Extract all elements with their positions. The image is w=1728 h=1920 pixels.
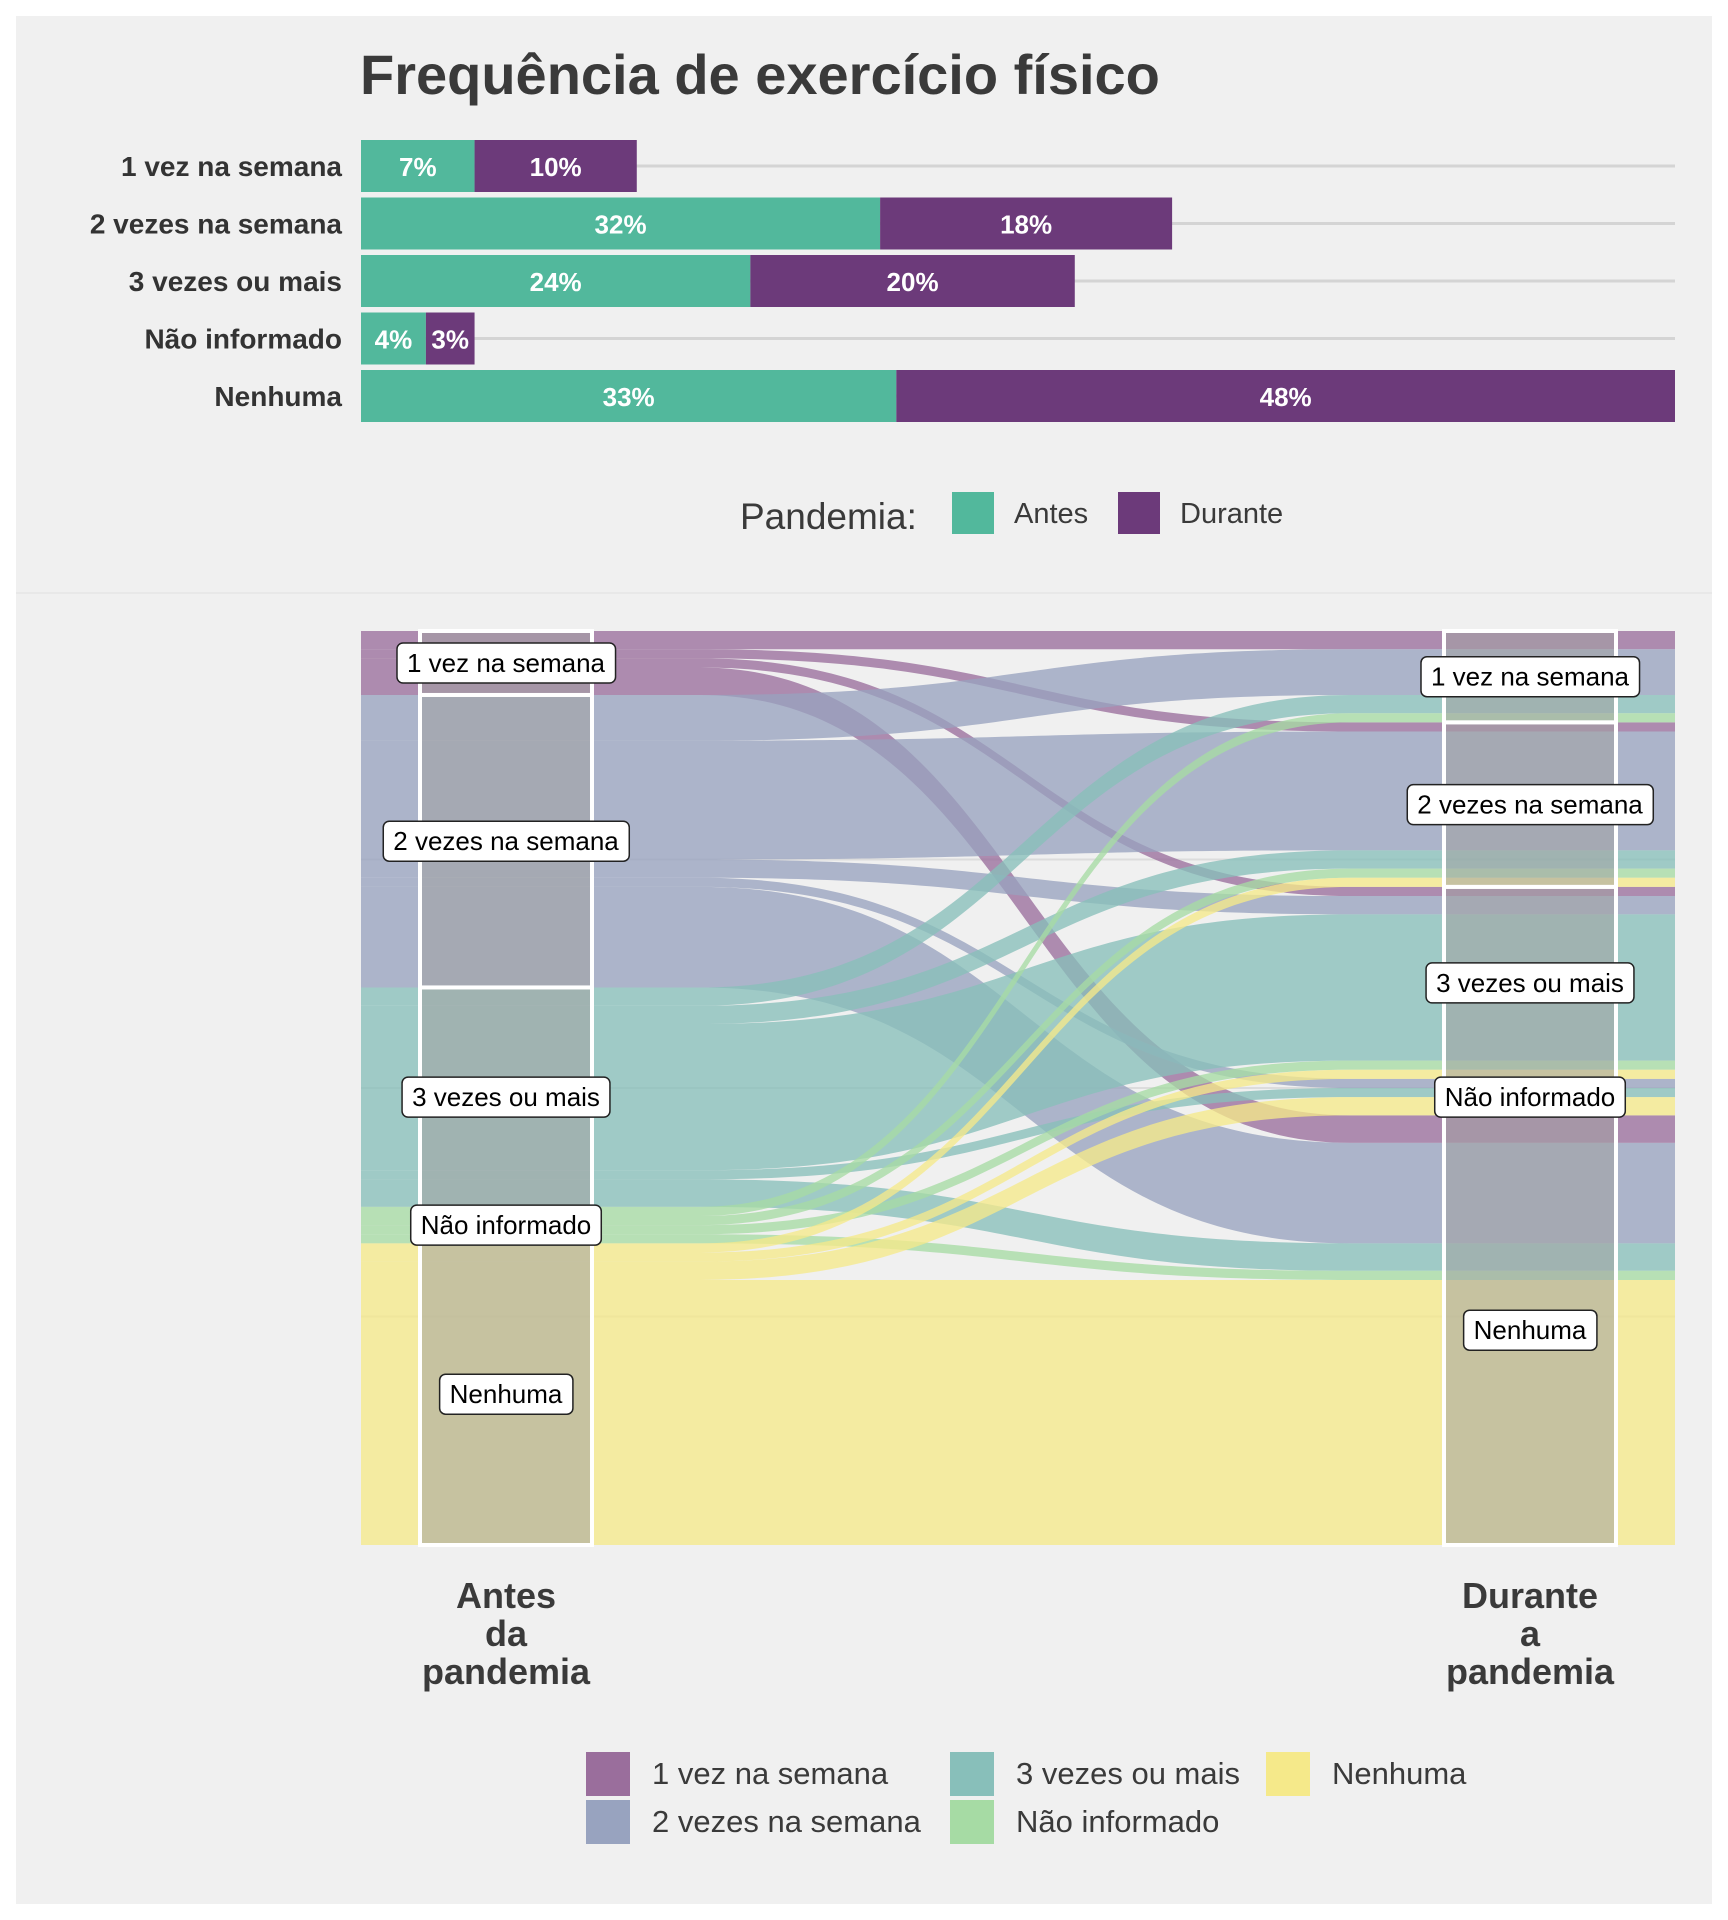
- category-label-3-vezes-ou-mais: 3 vezes ou mais: [129, 266, 342, 297]
- stratum-label-box: [409, 1204, 603, 1246]
- flow-2-vezes-na-semana-to-3-vezes-ou-mais: [361, 859, 1675, 915]
- bar-durante-3-vezes-ou-mais: [750, 255, 1075, 307]
- stratum-label-durante-2-vezes-na-semana: 2 vezes na semana: [1406, 783, 1655, 826]
- axis-label-antes: Antes da pandemia: [422, 1575, 591, 1692]
- stratum-label-text: Não informado: [421, 1210, 592, 1240]
- legend-item-2-vezes-na-semana: 2 vezes na semana: [586, 1800, 921, 1844]
- data-label-antes-nao-informado: 4%: [375, 325, 413, 355]
- bar-durante-nenhuma: [896, 370, 1675, 422]
- stratum-label-antes-3-vezes-ou-mais: 3 vezes ou mais: [401, 1076, 611, 1118]
- legend-title: Pandemia:: [740, 496, 917, 537]
- stratum-label-durante-nenhuma: Nenhuma: [1462, 1309, 1598, 1351]
- stratum-label-box: [1406, 783, 1655, 826]
- bar-antes-2-vezes-na-semana: [361, 197, 881, 250]
- data-label-antes-2-vezes-na-semana: 32%: [595, 210, 647, 240]
- flow-1-vez-na-semana-to-nenhuma: [361, 667, 1675, 1143]
- category-label-nenhuma: Nenhuma: [214, 381, 342, 412]
- legend-label: Não informado: [1016, 1804, 1220, 1839]
- stratum-label-text: 2 vezes na semana: [393, 826, 619, 856]
- stratum-label-box: [438, 1373, 574, 1415]
- stratum-label-text: Nenhuma: [450, 1379, 563, 1409]
- stratum-label-text: Não informado: [1445, 1082, 1616, 1112]
- bar-durante-2-vezes-na-semana: [880, 197, 1173, 250]
- flow-3-vezes-ou-mais-to-1-vez-na-semana: [361, 694, 1675, 1006]
- legend-swatch: [586, 1752, 630, 1796]
- flow-2-vezes-na-semana-to-1-vez-na-semana: [361, 649, 1675, 741]
- legend-label-durante: Durante: [1180, 498, 1284, 530]
- bar-durante-nao-informado: [425, 312, 475, 365]
- legend-item-3-vezes-ou-mais: 3 vezes ou mais: [950, 1752, 1240, 1796]
- data-label-antes-1-vez-na-semana: 7%: [399, 152, 437, 182]
- legend-swatch: [950, 1752, 994, 1796]
- stratum-label-box: [1433, 1076, 1627, 1118]
- legend-swatch-antes: [952, 492, 994, 534]
- stratum-label-text: 3 vezes ou mais: [1436, 968, 1624, 998]
- bar-antes-3-vezes-ou-mais: [361, 255, 751, 307]
- legend-item-1-vez-na-semana: 1 vez na semana: [586, 1752, 888, 1796]
- legend-label: 1 vez na semana: [652, 1756, 889, 1791]
- flow-2-vezes-na-semana-to-2-vezes-na-semana: [361, 731, 1675, 860]
- stratum-label-box: [396, 642, 617, 684]
- bar-antes-nenhuma: [361, 370, 897, 422]
- stratum-label-box: [401, 1076, 611, 1118]
- flow-3-vezes-ou-mais-to-nao-informado: [361, 1088, 1675, 1180]
- flow-nao-informado-to-3-vezes-ou-mais: [361, 1060, 1675, 1235]
- legend-item-nao-informado: Não informado: [950, 1800, 1219, 1844]
- data-label-durante-nao-informado: 3%: [431, 325, 469, 355]
- data-label-durante-1-vez-na-semana: 10%: [530, 152, 582, 182]
- axis-label-durante: Durante a pandemia: [1446, 1575, 1615, 1692]
- data-label-antes-3-vezes-ou-mais: 24%: [530, 267, 582, 297]
- category-label-nao-informado: Não informado: [144, 324, 342, 355]
- stratum-label-antes-nao-informado: Não informado: [409, 1204, 603, 1246]
- legend-item-nenhuma: Nenhuma: [1266, 1752, 1466, 1796]
- stratum-label-text: 1 vez na semana: [407, 648, 606, 678]
- stratum-label-text: 2 vezes na semana: [1417, 790, 1643, 820]
- chart-title: Frequência de exercício físico: [360, 43, 1160, 106]
- legend-label: 2 vezes na semana: [652, 1804, 921, 1839]
- stratum-label-durante-1-vez-na-semana: 1 vez na semana: [1420, 655, 1641, 698]
- flow-1-vez-na-semana-to-1-vez-na-semana: [361, 631, 1675, 650]
- category-label-2-vezes-na-semana: 2 vezes na semana: [90, 209, 343, 240]
- panel-separator: [16, 592, 1712, 594]
- flow-3-vezes-ou-mais-to-nenhuma: [361, 1179, 1675, 1271]
- data-label-antes-nenhuma: 33%: [603, 382, 655, 412]
- bar-chart: 1 vez na semana 7% 10% 2 vezes na semana 32%…: [90, 140, 1675, 422]
- bar-antes-nao-informado: [361, 312, 426, 365]
- stratum-label-box: [1420, 655, 1641, 698]
- stratum-label-box: [1462, 1309, 1598, 1351]
- legend-swatch: [1266, 1752, 1310, 1796]
- flow-nenhuma-to-nenhuma: [361, 1279, 1675, 1545]
- legend-swatch: [586, 1800, 630, 1844]
- stratum-label-antes-1-vez-na-semana: 1 vez na semana: [396, 642, 617, 684]
- bar-antes-1-vez-na-semana: [361, 140, 475, 192]
- data-label-durante-3-vezes-ou-mais: 20%: [887, 267, 939, 297]
- data-label-durante-nenhuma: 48%: [1260, 382, 1312, 412]
- flow-3-vezes-ou-mais-to-3-vezes-ou-mais: [361, 914, 1675, 1171]
- flow-3-vezes-ou-mais-to-2-vezes-na-semana: [361, 850, 1675, 1025]
- alluvial-chart: 1 vez na semana 2 vezes na semana 3 vezes …: [361, 629, 1675, 1692]
- stratum-label-antes-nenhuma: Nenhuma: [438, 1373, 574, 1415]
- data-label-durante-2-vezes-na-semana: 18%: [1000, 210, 1052, 240]
- flow-nenhuma-to-nao-informado: [361, 1097, 1675, 1280]
- legend-label: Nenhuma: [1332, 1756, 1467, 1791]
- bar-legend: Pandemia: Antes Durante: [0, 492, 1728, 542]
- legend-label-antes: Antes: [1014, 498, 1089, 530]
- legend-label: 3 vezes ou mais: [1016, 1756, 1240, 1791]
- stratum-label-box: [1425, 962, 1635, 1004]
- stratum-label-text: 3 vezes ou mais: [412, 1082, 600, 1112]
- stratum-label-durante-nao-informado: Não informado: [1433, 1076, 1627, 1118]
- legend-swatch: [950, 1800, 994, 1844]
- stratum-label-antes-2-vezes-na-semana: 2 vezes na semana: [382, 820, 631, 862]
- stratum-label-text: 1 vez na semana: [1431, 662, 1630, 692]
- legend-swatch-durante: [1118, 492, 1160, 534]
- stratum-label-durante-3-vezes-ou-mais: 3 vezes ou mais: [1425, 962, 1635, 1004]
- flow-nenhuma-to-3-vezes-ou-mais: [361, 1069, 1675, 1262]
- category-label-1-vez-na-semana: 1 vez na semana: [121, 151, 342, 182]
- stratum-label-text: Nenhuma: [1474, 1315, 1587, 1345]
- bar-durante-1-vez-na-semana: [474, 140, 637, 192]
- stratum-label-box: [382, 820, 631, 862]
- flow-nao-informado-to-nenhuma: [361, 1234, 1675, 1280]
